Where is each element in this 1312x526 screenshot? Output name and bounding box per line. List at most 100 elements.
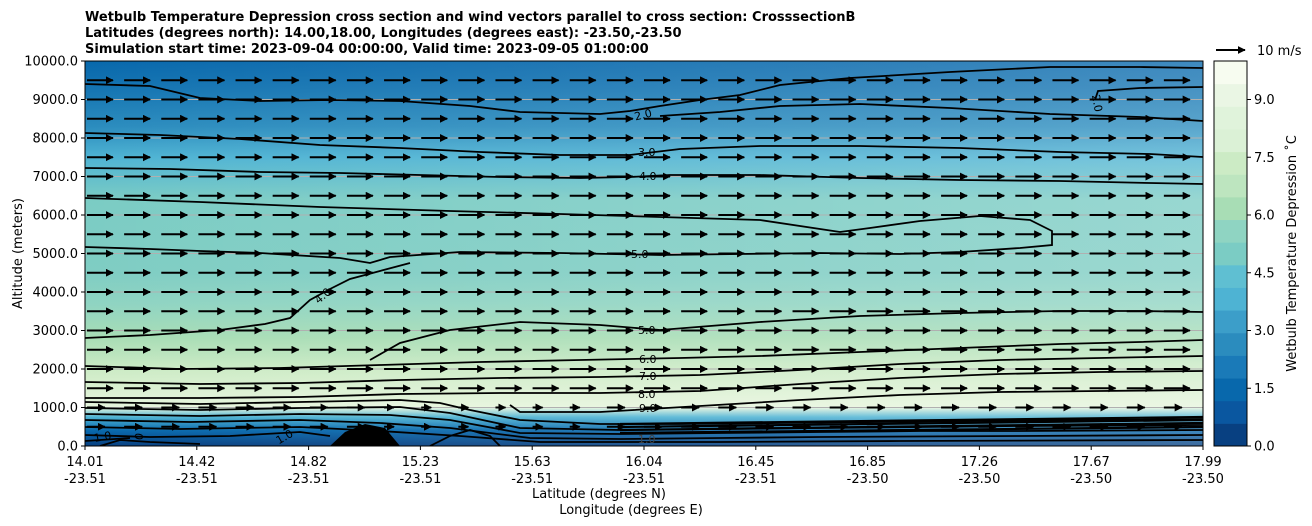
- colorbar-tick-label: 6.0: [1254, 209, 1275, 224]
- y-axis-label: Altitude (meters): [11, 198, 26, 309]
- colorbar-band: [1214, 287, 1247, 311]
- contour-line-lower-8: [429, 429, 501, 446]
- contour-line-lower-9: [85, 437, 131, 442]
- colorbar-tick-label: 9.0: [1254, 93, 1275, 108]
- contour-line-lower-1: [85, 399, 1203, 425]
- colorbar-tick-label: 0.0: [1254, 440, 1275, 455]
- colorbar-band: [1214, 83, 1247, 107]
- y-tick-label: 0.0: [57, 440, 78, 455]
- contour-line-lower-6: [85, 431, 331, 438]
- contour-label-0: 0: [132, 432, 146, 441]
- colorbar-band: [1214, 128, 1247, 153]
- colorbar-band: [1214, 400, 1247, 424]
- x-tick-label-lon: -23.50: [1182, 472, 1224, 487]
- contour-line-8-0: [85, 370, 1203, 399]
- contour-label-3-0: 3.0: [638, 146, 656, 159]
- contour-label-9-0: 9.0: [639, 402, 657, 415]
- colorbar-tick-label: 7.5: [1254, 151, 1275, 166]
- x-tick-label-lon: -23.51: [288, 472, 330, 487]
- contour-label-1-0: 1.0: [638, 433, 656, 446]
- x-tick-label-lon: -23.51: [64, 472, 106, 487]
- y-axis-ticks: 0.0 1000.0 2000.0 3000.0 4000.0 5000.0 6000.0 7…: [24, 55, 85, 455]
- contour-label-5-1: 5.0: [638, 324, 656, 337]
- colorbar-band: [1214, 423, 1247, 447]
- x-axis-label-longitude: Longitude (degrees E): [559, 503, 703, 518]
- contour-label-4-0: 4.0: [639, 170, 657, 183]
- terrain-mask: [330, 424, 400, 446]
- colorbar-band: [1214, 174, 1247, 198]
- colorbar-ticks: 0.0 1.5 3.0 4.5 6.0 7.5 9.0: [1247, 93, 1275, 455]
- x-tick-label-lat: 14.82: [290, 455, 327, 470]
- x-tick-label-lat: 17.67: [1073, 455, 1110, 470]
- chart-title-line-2: Latitudes (degrees north): 14.00,18.00, …: [85, 26, 682, 41]
- y-tick-label: 9000.0: [33, 93, 79, 108]
- x-tick-label-lat: 17.26: [961, 455, 998, 470]
- plot-area: [85, 61, 1203, 446]
- y-tick-label: 4000.0: [33, 286, 79, 301]
- chart-title-line-1: Wetbulb Temperature Depression cross sec…: [85, 10, 855, 25]
- colorbar-tick-label: 1.5: [1254, 382, 1275, 397]
- colorbar-tick-label: 4.5: [1254, 266, 1275, 281]
- x-tick-label-lon: -23.51: [623, 472, 665, 487]
- x-tick-label-lat: 14.01: [66, 455, 103, 470]
- contour-label-2-0: 2.0: [633, 107, 653, 124]
- x-tick-label-lat: 14.42: [178, 455, 215, 470]
- x-tick-label-lon: -23.51: [399, 472, 441, 487]
- colorbar-band: [1214, 355, 1247, 379]
- contour-label-7-0: 7.0: [639, 370, 657, 383]
- contour-label-8-0: 8.0: [638, 388, 656, 401]
- x-tick-label-lat: 15.63: [514, 455, 551, 470]
- y-tick-label: 10000.0: [24, 55, 78, 70]
- y-tick-label: 7000.0: [33, 170, 79, 185]
- contour-line-2-1: [659, 103, 1203, 122]
- colorbar-band: [1214, 106, 1247, 130]
- y-tick-label: 8000.0: [33, 132, 79, 147]
- contour-line-lower-3: [85, 413, 1203, 435]
- y-tick-label: 3000.0: [33, 324, 79, 339]
- y-tick-label: 5000.0: [33, 247, 79, 262]
- contour-line-2-0-b: [1094, 86, 1203, 101]
- x-tick-label-lat: 16.45: [737, 455, 774, 470]
- wind-vectors: [87, 76, 1191, 431]
- contour-line-lower-7: [99, 439, 201, 446]
- colorbar-label: Wetbulb Temperature Depression ˚C: [1284, 135, 1300, 372]
- colorbar-band: [1214, 196, 1247, 221]
- contour-line-9-0: [509, 389, 1203, 413]
- y-tick-label: 1000.0: [33, 401, 79, 416]
- x-tick-label-lat: 16.04: [625, 455, 662, 470]
- colorbar-tick-label: 3.0: [1254, 324, 1275, 339]
- x-tick-label-lon: -23.50: [1070, 472, 1112, 487]
- x-tick-label-lat: 17.99: [1184, 455, 1221, 470]
- colorbar-band: [1214, 219, 1247, 243]
- y-tick-label: 6000.0: [33, 209, 79, 224]
- colorbar-band: [1214, 61, 1247, 85]
- quiver-key-label: 10 m/s: [1257, 44, 1302, 59]
- contour-label-5-0: 5.0: [631, 248, 649, 261]
- colorbar-band: [1214, 332, 1247, 356]
- contour-label-2-0-right: 2.0: [1089, 93, 1105, 112]
- x-tick-label-lon: -23.51: [735, 472, 777, 487]
- x-axis-ticks: 14.01 -23.51 14.42 -23.51 14.82 -23.51 15.23 -2…: [64, 446, 1224, 487]
- x-tick-label-lon: -23.51: [176, 472, 218, 487]
- chart-title-line-3: Simulation start time: 2023-09-04 00:00:…: [85, 42, 649, 57]
- y-tick-label: 2000.0: [33, 363, 79, 378]
- x-axis-label-latitude: Latitude (degrees N): [532, 487, 666, 502]
- colorbar: [1214, 61, 1247, 447]
- colorbar-band: [1214, 264, 1247, 288]
- x-tick-label-lat: 16.85: [849, 455, 886, 470]
- colorbar-band: [1214, 378, 1247, 402]
- colorbar-band: [1214, 310, 1247, 334]
- contour-line-lower-4: [85, 419, 1203, 440]
- colorbar-frame: [1213, 60, 1248, 447]
- x-tick-label-lon: -23.50: [958, 472, 1000, 487]
- x-tick-label-lat: 15.23: [402, 455, 439, 470]
- contour-label-1-0-left: 1.0: [93, 429, 112, 445]
- contour-label-6-0: 6.0: [639, 353, 657, 366]
- contour-line-lower-5: [85, 426, 1203, 443]
- contour-line-7-0: [85, 355, 1203, 385]
- x-tick-label-lon: -23.50: [847, 472, 889, 487]
- x-tick-label-lon: -23.51: [511, 472, 553, 487]
- colorbar-band: [1214, 242, 1247, 266]
- colorbar-band: [1214, 151, 1247, 175]
